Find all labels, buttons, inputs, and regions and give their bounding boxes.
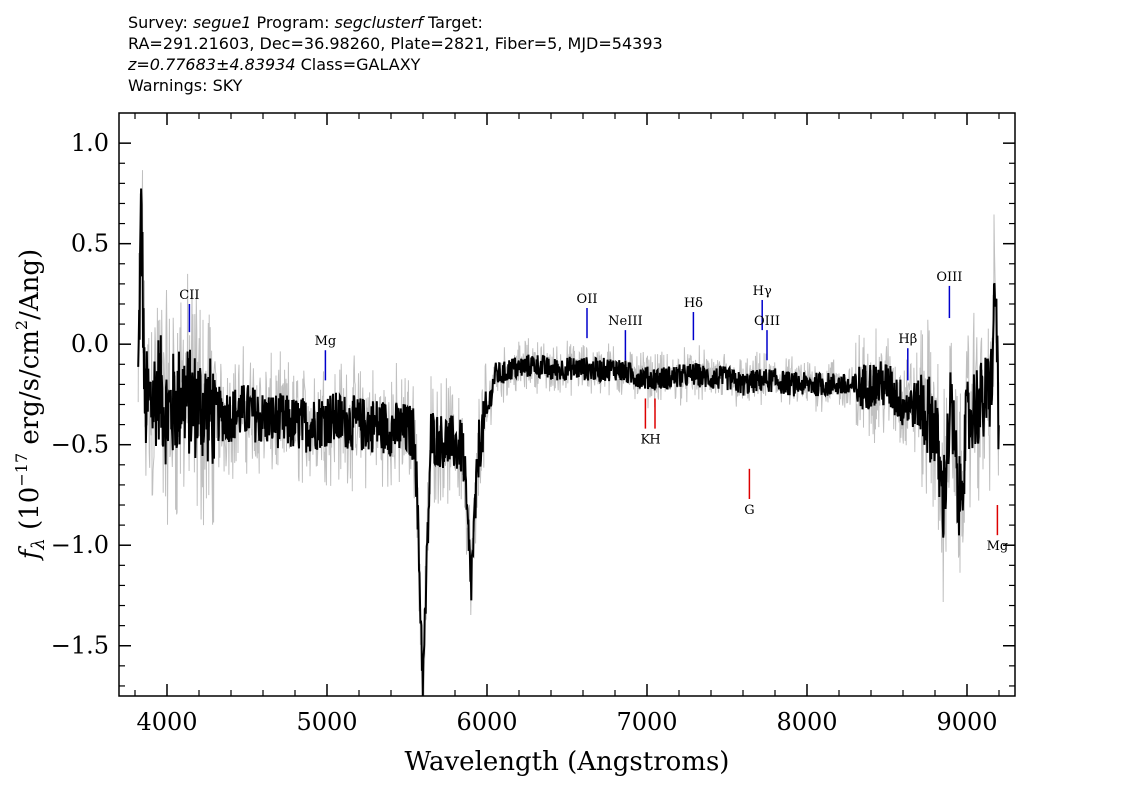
y-label-exponent: −17 [12,453,31,487]
class-value: Class=GALAXY [295,55,421,74]
x-tick-label: 6000 [456,708,517,736]
y-label-lambda: λ [28,538,49,550]
header-redshift-line: z=0.77683±4.83934 Class=GALAXY [128,54,663,75]
target-label: Target: [422,13,483,32]
redshift-value: z=0.77683±4.83934 [128,55,296,74]
axis-tick-layer: 4000 5000 6000 7000 8000 9000 1.0 0.5 0.0 −0.5 −1.… [51,113,1015,736]
header-coordinates-line: RA=291.21603, Dec=36.98260, Plate=2821, … [128,34,663,53]
x-tick-label: 9000 [936,708,997,736]
line-marker-label-oii: OII [577,292,598,307]
y-tick-label: 0.5 [71,230,109,258]
spectrum-header: Survey: segue1 Program: segclusterf Targ… [128,12,663,96]
line-marker-label-h: H [649,433,660,448]
x-tick-label: 8000 [776,708,837,736]
line-marker-layer: CII Mg OII NeIII Hδ Hγ OIII Hβ OIII K H G Mg [179,270,1008,554]
line-marker-label-hγ: Hγ [753,284,772,299]
flux-line [137,188,1000,697]
program-label: Program: [251,13,335,32]
x-tick-label: 4000 [136,708,197,736]
y-tick-label: −1.0 [51,531,109,559]
line-marker-label-mg: Mg [987,539,1009,554]
header-warnings-line: Warnings: SKY [128,76,243,95]
program-value: segclusterf [334,13,423,32]
y-label-exponent2: 2 [12,320,31,330]
y-label-pre: (10 [15,487,45,539]
flux-layer [137,188,1000,697]
x-tick-label: 5000 [296,708,357,736]
header-survey-line: Survey: segue1 Program: segclusterf Targ… [128,12,663,33]
y-tick-label: 0.0 [71,330,109,358]
line-marker-label-neiii: NeIII [608,314,642,329]
line-marker-label-hβ: Hβ [898,332,917,347]
line-marker-label-mg: Mg [315,334,337,349]
line-marker-label-cii: CII [179,288,199,303]
x-axis-label: Wavelength (Angstroms) [405,747,730,777]
line-marker-label-g: G [744,503,754,518]
y-label-post: /Ang) [15,249,45,320]
y-tick-label: −0.5 [51,431,109,459]
y-axis-label: fλ (10−17 erg/s/cm2/Ang) [12,249,49,561]
line-marker-label-oiii: OIII [936,270,962,285]
y-tick-label: 1.0 [71,129,109,157]
survey-value: segue1 [192,13,252,32]
y-tick-label: −1.5 [51,632,109,660]
y-label-mid: erg/s/cm [15,330,45,453]
x-tick-label: 7000 [616,708,677,736]
line-marker-label-k: K [641,433,651,448]
line-marker-label-hδ: Hδ [684,296,703,311]
survey-label: Survey: [128,13,193,32]
line-marker-label-oiii: OIII [754,314,780,329]
